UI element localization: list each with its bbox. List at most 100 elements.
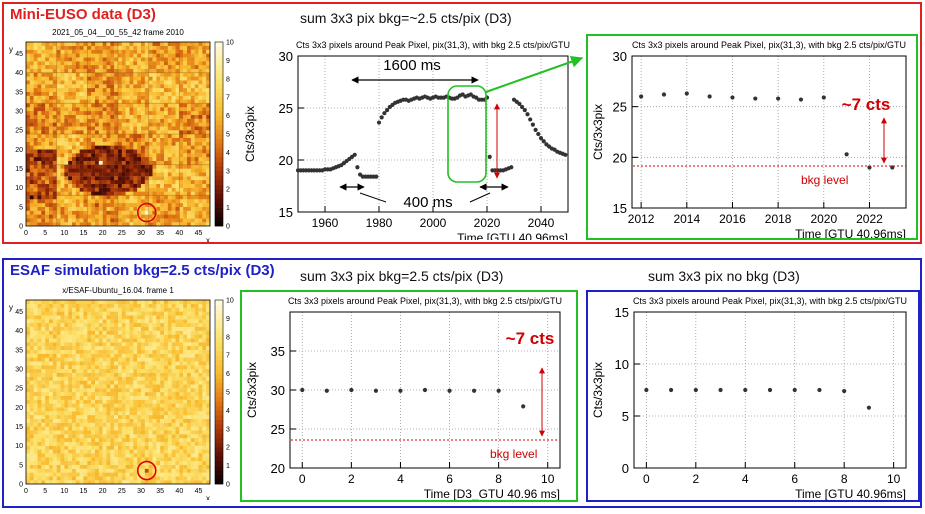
heatmap-cell xyxy=(87,411,92,416)
heatmap-cell xyxy=(26,107,30,112)
heatmap-cell xyxy=(137,91,142,96)
heatmap-cell xyxy=(37,388,42,393)
heatmap-cell xyxy=(152,157,157,161)
heatmap-cell xyxy=(68,468,73,473)
heatmap-cell xyxy=(202,61,207,66)
heatmap-cell xyxy=(141,376,145,381)
heatmap-cell xyxy=(87,157,92,161)
heatmap-cell xyxy=(45,422,50,427)
heatmap-cell xyxy=(91,222,96,227)
heatmap-cell xyxy=(133,191,138,196)
heatmap-cell xyxy=(183,434,188,439)
heatmap-cell xyxy=(118,380,122,385)
heatmap-cell xyxy=(52,187,57,192)
heatmap-cell xyxy=(102,99,107,104)
heatmap-cell xyxy=(129,434,134,439)
heatmap-cell xyxy=(68,369,73,373)
heatmap-cell xyxy=(175,103,180,108)
heatmap-cell xyxy=(45,464,50,469)
heatmap-cell xyxy=(121,206,126,211)
heatmap-cell xyxy=(37,415,42,419)
heatmap-cell xyxy=(190,149,195,154)
heatmap-cell xyxy=(198,76,203,81)
heatmap-cell xyxy=(72,134,76,138)
heatmap-cell xyxy=(95,195,99,200)
heatmap-cell xyxy=(52,164,57,169)
heatmap-cell xyxy=(102,349,107,354)
heatmap-cell xyxy=(206,191,211,196)
heatmap-cell xyxy=(68,330,73,335)
heatmap-cell xyxy=(75,319,80,324)
heatmap-cell xyxy=(102,384,107,389)
heatmap-cell xyxy=(125,372,130,377)
heatmap-cell xyxy=(152,195,157,200)
heatmap-cell xyxy=(129,376,134,381)
heatmap-cell xyxy=(187,307,191,312)
heatmap-cell xyxy=(144,61,149,66)
heatmap-cell xyxy=(75,395,80,400)
heatmap-cell xyxy=(91,114,96,119)
heatmap-cell xyxy=(183,49,188,54)
heatmap-cell xyxy=(137,407,142,412)
heatmap-cell xyxy=(52,395,57,400)
heatmap-cell xyxy=(179,149,184,154)
heatmap-cell xyxy=(29,472,34,477)
heatmap-cell xyxy=(152,191,157,196)
heatmap-cell xyxy=(72,45,76,50)
heatmap-cell xyxy=(95,319,99,324)
heatmap-cell xyxy=(64,388,69,393)
heatmap-cell xyxy=(187,99,191,104)
heatmap-cell xyxy=(194,468,199,473)
heatmap-cell xyxy=(148,49,153,54)
heatmap-cell xyxy=(56,137,61,142)
colorbar-segment xyxy=(215,46,223,52)
heatmap-cell xyxy=(167,183,172,188)
heatmap-cell xyxy=(41,84,46,89)
heatmap-cell xyxy=(167,172,172,177)
heatmap-cell xyxy=(175,176,180,181)
heatmap-cell xyxy=(121,130,126,135)
heatmap-cell xyxy=(167,72,172,77)
heatmap-cell xyxy=(79,403,84,408)
heatmap-cell xyxy=(83,334,88,339)
heatmap-cell xyxy=(198,149,203,154)
heatmap-cell xyxy=(137,380,142,385)
heatmap-cell xyxy=(52,49,57,54)
heatmap-x-tick: 10 xyxy=(60,230,68,237)
heatmap-cell xyxy=(137,334,142,339)
heatmap-cell xyxy=(52,88,57,92)
heatmap-cell xyxy=(33,376,38,381)
heatmap-cell xyxy=(102,438,107,442)
heatmap-y-tick: 20 xyxy=(15,147,23,154)
heatmap-cell xyxy=(68,199,73,204)
heatmap-cell xyxy=(156,418,161,423)
heatmap-cell xyxy=(183,157,188,161)
heatmap-cell xyxy=(98,372,103,377)
heatmap-cell xyxy=(41,76,46,81)
heatmap-cell xyxy=(91,395,96,400)
heatmap-cell xyxy=(137,323,142,327)
heatmap-cell xyxy=(190,357,195,362)
colorbar-segment xyxy=(215,157,223,162)
heatmap-cell xyxy=(33,80,38,85)
heatmap-cell xyxy=(164,399,168,404)
heatmap-cell xyxy=(152,453,157,458)
heatmap-cell xyxy=(175,438,180,442)
heatmap-cell xyxy=(68,300,73,304)
heatmap-cell xyxy=(56,53,61,58)
heatmap-cell xyxy=(72,68,76,73)
heatmap-cell xyxy=(137,303,142,308)
heatmap-cell xyxy=(52,326,57,331)
heatmap-cell xyxy=(137,99,142,104)
heatmap-cell xyxy=(33,300,38,304)
heatmap-cell xyxy=(187,334,191,339)
heatmap-cell xyxy=(52,311,57,316)
heatmap-cell xyxy=(49,145,53,150)
heatmap-x-tick: 10 xyxy=(60,488,68,495)
heatmap-cell xyxy=(37,372,42,377)
heatmap-cell xyxy=(33,468,38,473)
heatmap-cell xyxy=(141,388,145,393)
heatmap-cell xyxy=(206,357,211,362)
heatmap-cell xyxy=(52,388,57,393)
heatmap-cell xyxy=(194,307,199,312)
